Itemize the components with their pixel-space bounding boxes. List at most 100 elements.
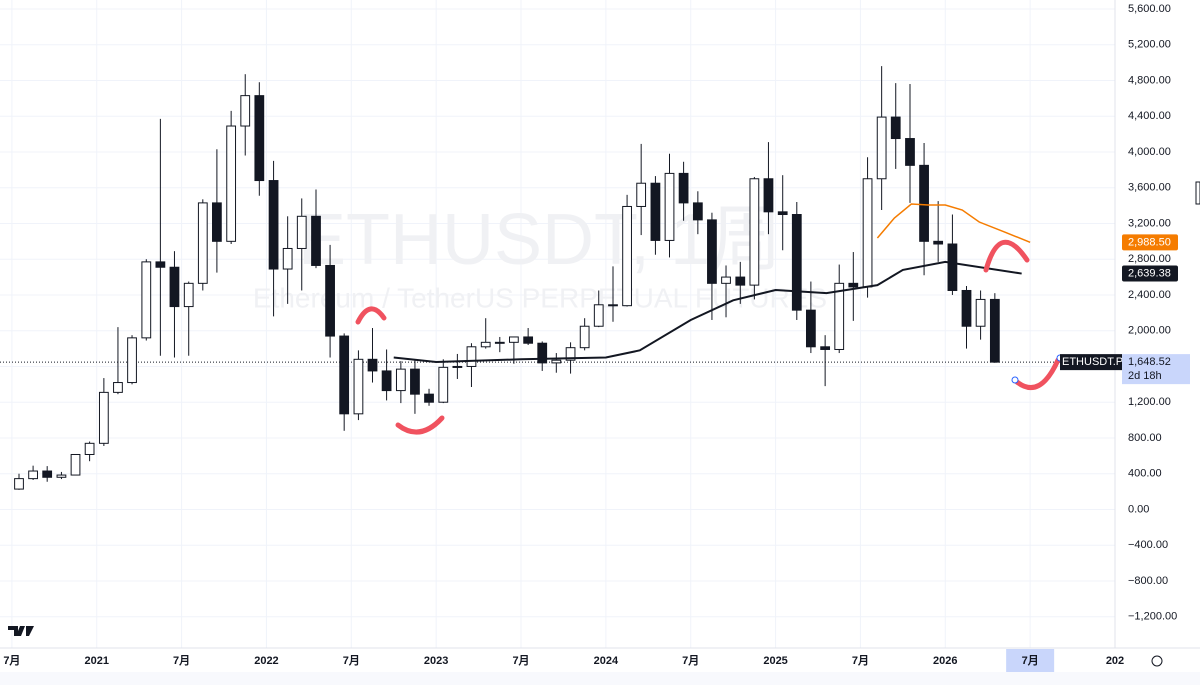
y-tick-label: 2,400.00 (1128, 289, 1171, 301)
drawing-arc (355, 306, 387, 325)
drawings (355, 239, 1061, 435)
candle-body (593, 304, 604, 327)
y-tick-label: −1,200.00 (1128, 611, 1177, 623)
candle-body (721, 276, 731, 284)
y-tick-label: −800.00 (1128, 575, 1168, 587)
drawing-handle[interactable] (1011, 376, 1019, 384)
y-tick-label: 4,400.00 (1128, 110, 1171, 122)
y-tick-label: 1,200.00 (1128, 396, 1171, 408)
candle-body (791, 214, 802, 311)
logo (8, 626, 34, 636)
candle-body (947, 243, 958, 291)
x-tick-label: 202 (1106, 655, 1124, 667)
candle-body (367, 358, 378, 372)
candle-body (565, 347, 576, 361)
candle-body (961, 289, 972, 327)
drawing-arc (983, 239, 1030, 273)
drawing-arc (1014, 357, 1061, 391)
x-tick-label: 7月 (852, 654, 869, 667)
x-tick-label: 7月 (173, 654, 190, 667)
candle-body (876, 116, 887, 180)
y-tick-label: 3,600.00 (1128, 182, 1171, 194)
price-label-bg (1122, 234, 1178, 251)
candle-body (183, 282, 194, 308)
candle-body (707, 219, 717, 284)
candle-body (777, 211, 788, 216)
candle-body (127, 337, 137, 384)
moving-average-line (393, 260, 1022, 363)
price-label-bg (1122, 265, 1178, 282)
x-tick-label: 2022 (254, 655, 278, 667)
candle-body (551, 359, 562, 364)
x-tick-label: 2025 (763, 655, 787, 667)
candle-body (212, 202, 222, 242)
candle-body (608, 304, 618, 307)
symbol-tag: ETHUSDT.P (1062, 356, 1123, 368)
candle-body (197, 202, 208, 284)
y-tick-label: 800.00 (1128, 432, 1162, 444)
candle-body (353, 358, 364, 415)
candle-body (664, 172, 675, 241)
y-tick-label: 4,800.00 (1128, 74, 1171, 86)
plot (0, 66, 1115, 490)
y-tick-label: 5,600.00 (1128, 3, 1171, 15)
toolbar (0, 672, 1200, 685)
price-label: 2,988.50 (1128, 236, 1171, 248)
candle-body (226, 125, 237, 242)
candle-body (155, 261, 166, 268)
x-tick-label: 7月 (3, 654, 20, 667)
x-tick-label: 2024 (594, 655, 619, 667)
candle-body (268, 180, 279, 270)
y-tick-label: 4,000.00 (1128, 146, 1171, 158)
candle-body (650, 182, 661, 241)
candle-body (438, 366, 449, 403)
crosshair-x-label-bg (1006, 649, 1055, 672)
candle-body (805, 309, 816, 348)
candle-body (848, 282, 859, 288)
price-label: 2,639.38 (1128, 267, 1171, 279)
candle-body (113, 382, 123, 393)
x-tick-label: 2021 (84, 655, 108, 667)
candle-body (890, 116, 901, 140)
x-tick-label: 7月 (512, 654, 529, 667)
candle-body (56, 474, 67, 478)
countdown-label: 2d 18h (1128, 370, 1162, 382)
grid (0, 0, 1116, 648)
candle-body (636, 182, 647, 207)
candle-body (919, 164, 929, 242)
candle-body (523, 336, 534, 344)
x-tick-label: 7月 (343, 654, 360, 667)
y-tick-label: 3,200.00 (1128, 217, 1171, 229)
candle-body (537, 342, 548, 364)
x-tick-label: 7月 (682, 654, 699, 667)
candle-body (862, 178, 873, 288)
candle-body (466, 346, 477, 367)
candle-body (98, 391, 109, 444)
x-tick-label: 7月 (1022, 654, 1039, 667)
tv-logo[interactable] (8, 626, 34, 636)
y-tick-label: 2,000.00 (1128, 325, 1171, 337)
settings-icon[interactable] (1151, 655, 1163, 667)
last-price-label: 1,648.52 (1128, 356, 1171, 368)
y-tick-label: −400.00 (1128, 539, 1168, 551)
candle-body (240, 95, 251, 127)
candle-body (410, 368, 420, 395)
candle-body (509, 336, 519, 343)
candle-body (452, 365, 463, 368)
x-tick-label: 2023 (424, 655, 448, 667)
scroll-handle[interactable] (1195, 181, 1200, 205)
moving-average-line (876, 203, 1031, 244)
candle-body (763, 178, 774, 213)
candle-body (749, 178, 760, 286)
candle-body (395, 368, 406, 392)
candle-body (254, 95, 265, 182)
candle-body (933, 240, 944, 245)
candle-body (692, 202, 703, 221)
watermark-description: Ethereum / TetherUS PERPETUAL FUTURES (253, 282, 827, 313)
candle-body (579, 325, 590, 349)
candle-body (70, 453, 81, 476)
candle-body (339, 335, 350, 415)
